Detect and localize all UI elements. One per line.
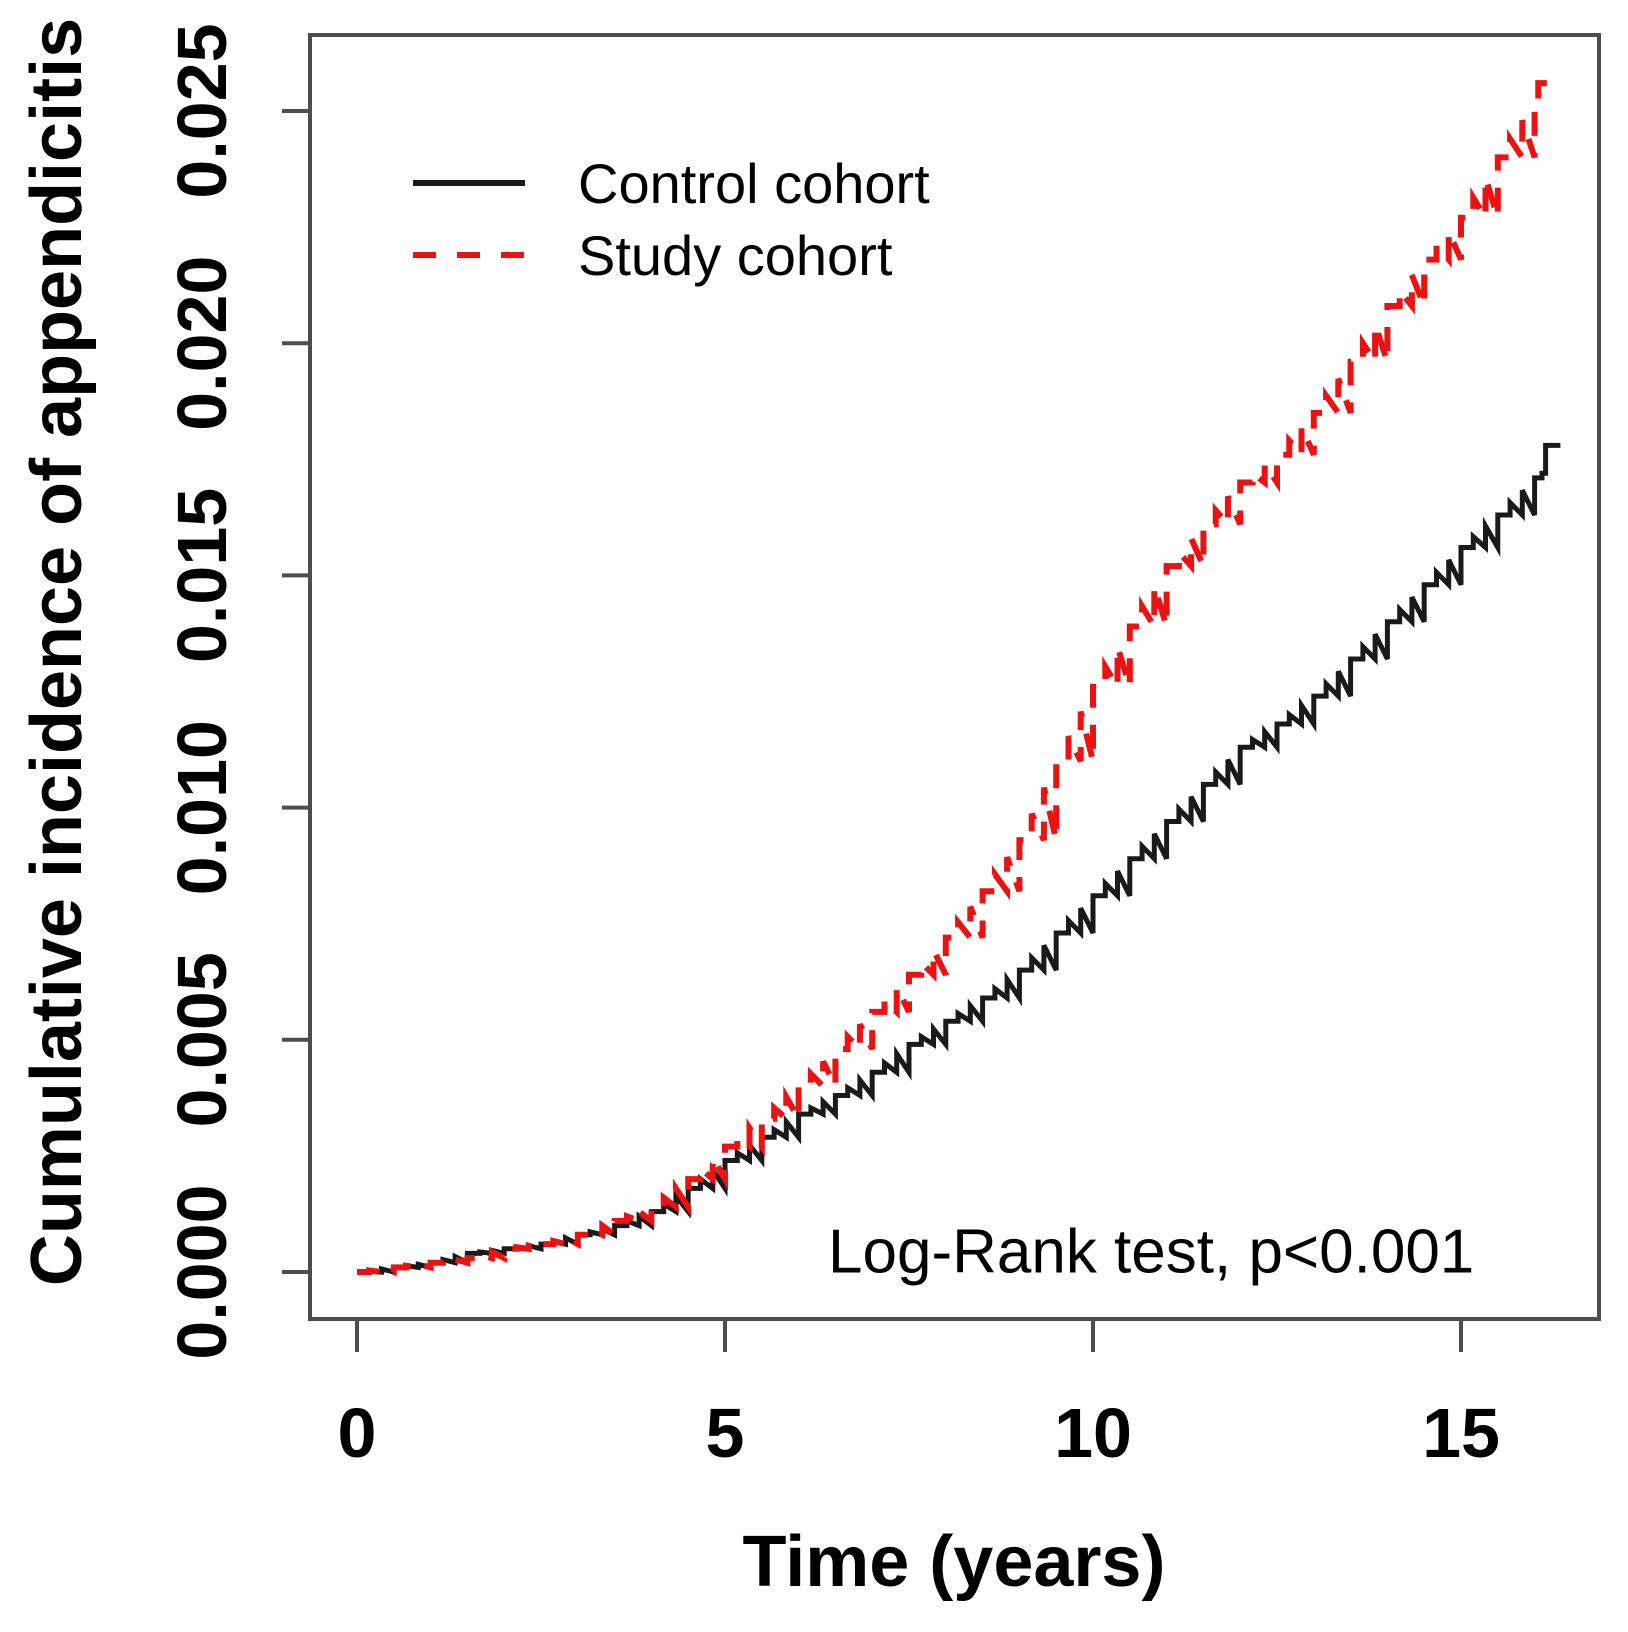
x-axis-title: Time (years): [742, 1522, 1166, 1602]
log-rank-annotation: Log-Rank test, p<0.001: [828, 1217, 1475, 1287]
y-tick-label: 0.025: [163, 23, 241, 198]
study-cohort-curve: [357, 80, 1550, 1276]
y-tick-label: 0.010: [163, 720, 241, 895]
control-cohort-curve: [357, 442, 1561, 1276]
x-tick-label: 0: [338, 1394, 377, 1472]
legend-item-control: Control cohort: [410, 147, 930, 219]
legend: Control cohort Study cohort: [410, 147, 930, 291]
y-tick-label: 0.020: [163, 256, 241, 431]
legend-item-study: Study cohort: [410, 219, 930, 291]
y-tick-label: 0.000: [163, 1184, 241, 1359]
legend-label-study: Study cohort: [578, 223, 893, 287]
legend-line-control-icon: [413, 180, 525, 186]
x-tick-label: 10: [1054, 1394, 1132, 1472]
y-tick-label: 0.005: [163, 952, 241, 1127]
legend-line-study-icon: [413, 252, 525, 258]
x-tick-label: 5: [706, 1394, 745, 1472]
plot-frame: [308, 33, 1601, 1321]
legend-label-control: Control cohort: [578, 151, 930, 215]
y-axis-title: Cumulative incidence of appendicitis: [17, 17, 97, 1287]
y-tick-label: 0.015: [163, 488, 241, 663]
x-tick-label: 15: [1422, 1394, 1500, 1472]
